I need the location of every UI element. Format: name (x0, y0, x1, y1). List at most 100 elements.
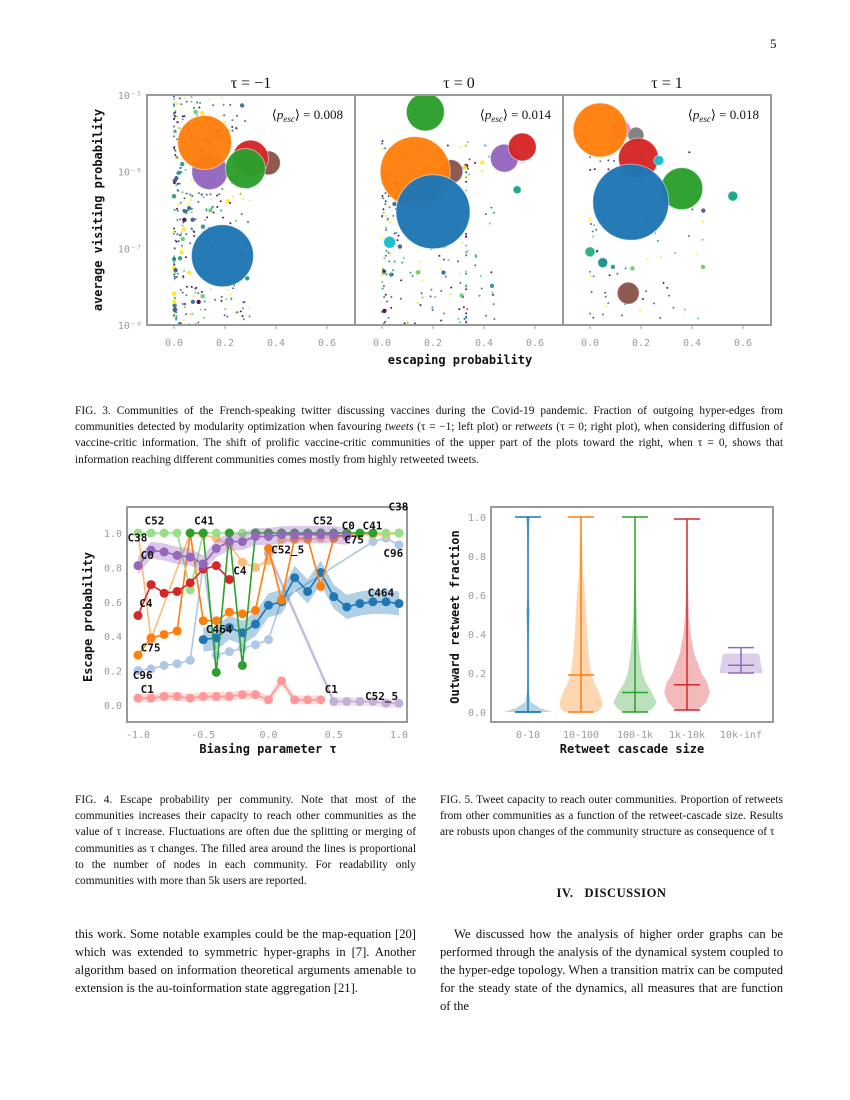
community-point (653, 302, 656, 305)
data-point (316, 581, 326, 591)
data-point (185, 552, 195, 562)
data-point (211, 691, 221, 701)
y-tick-label: 0.8 (104, 563, 122, 574)
data-point (224, 528, 234, 538)
community-point (179, 288, 182, 291)
data-point (264, 531, 273, 541)
community-point (465, 312, 468, 315)
data-point (159, 660, 169, 670)
community-point (187, 203, 190, 206)
community-point (592, 316, 595, 319)
community-point (200, 290, 203, 293)
data-point (290, 573, 300, 583)
community-point (656, 239, 659, 242)
community-point (595, 228, 598, 231)
x-tick-label: 0.4 (475, 338, 493, 349)
community-point (465, 254, 468, 257)
data-point (146, 693, 156, 703)
community-point (397, 244, 403, 249)
data-point (368, 537, 378, 547)
community-point (240, 213, 243, 216)
community-point (384, 200, 387, 203)
x-tick-label: 100-1k (617, 730, 653, 741)
y-tick-label: 10⁻⁶ (118, 168, 142, 179)
community-point (179, 201, 182, 204)
community-point (474, 264, 477, 267)
data-point (133, 561, 143, 571)
x-tick-label: 1k-10k (669, 730, 705, 741)
series-c0 (133, 526, 352, 575)
community-point (589, 275, 592, 278)
data-point (185, 578, 195, 588)
community-point (591, 230, 594, 233)
community-point (429, 295, 432, 298)
community-point (182, 221, 185, 224)
violin-1k-10k (664, 518, 710, 711)
caption-text: (τ = 0; right plot), when considering di… (75, 421, 783, 466)
community-label: C0 (141, 549, 154, 562)
data-point (303, 530, 313, 540)
community-point (218, 193, 221, 196)
violin-100-1k (613, 516, 657, 713)
community-point (198, 106, 201, 109)
community-point (174, 176, 179, 181)
community-point (696, 253, 699, 256)
annotation-part: 0.014 (522, 107, 552, 122)
data-point (250, 619, 260, 629)
community-point (196, 101, 199, 104)
community-point (214, 298, 217, 301)
community-label: C52_5 (365, 690, 398, 703)
figure-5-caption: FIG. 5. Tweet capacity to reach outer co… (440, 794, 783, 839)
community-point (700, 264, 706, 270)
community-point (222, 103, 225, 106)
community-point (236, 311, 239, 314)
x-axis-label: Biasing parameter τ (199, 742, 336, 756)
community-label: C38 (389, 501, 409, 514)
community-point (646, 258, 649, 261)
data-point (394, 599, 404, 609)
community-point (474, 254, 477, 257)
community-point (466, 140, 469, 143)
community-point (182, 208, 188, 214)
community-point (382, 285, 385, 288)
community-point (175, 184, 178, 187)
community-point (387, 316, 390, 319)
annotation-part: esc (491, 114, 503, 124)
community-point (385, 273, 388, 276)
community-point (458, 272, 461, 275)
community-point (385, 249, 388, 252)
data-point (250, 562, 260, 572)
caption-emphasis: retweets (515, 421, 553, 434)
community-point (248, 315, 251, 318)
community-bubble (512, 185, 522, 195)
community-point (610, 264, 616, 270)
community-point (465, 284, 468, 287)
community-point (468, 158, 471, 161)
community-point (180, 103, 183, 106)
community-point (223, 114, 226, 117)
community-point (465, 320, 468, 323)
community-point (173, 227, 176, 230)
x-tick-label: 0.0 (581, 338, 599, 349)
mean-escape-annotation: ⟨pesc⟩ = 0.008 (272, 107, 343, 124)
community-point (413, 322, 416, 325)
community-point (231, 119, 234, 122)
community-point (183, 319, 186, 322)
community-point (176, 207, 179, 210)
community-point (384, 203, 387, 206)
community-point (175, 315, 178, 318)
community-point (484, 144, 487, 147)
community-point (604, 295, 607, 298)
community-point (185, 233, 188, 236)
community-point (442, 258, 445, 261)
annotation-part: ⟩ = (503, 107, 522, 122)
community-point (589, 156, 592, 159)
community-bubble (653, 154, 665, 166)
data-point (250, 690, 260, 700)
community-point (392, 214, 395, 217)
data-point (290, 530, 300, 540)
community-point (173, 310, 176, 313)
data-point (381, 597, 391, 607)
community-bubble (190, 224, 254, 288)
panel-title: τ = 1 (651, 75, 682, 92)
